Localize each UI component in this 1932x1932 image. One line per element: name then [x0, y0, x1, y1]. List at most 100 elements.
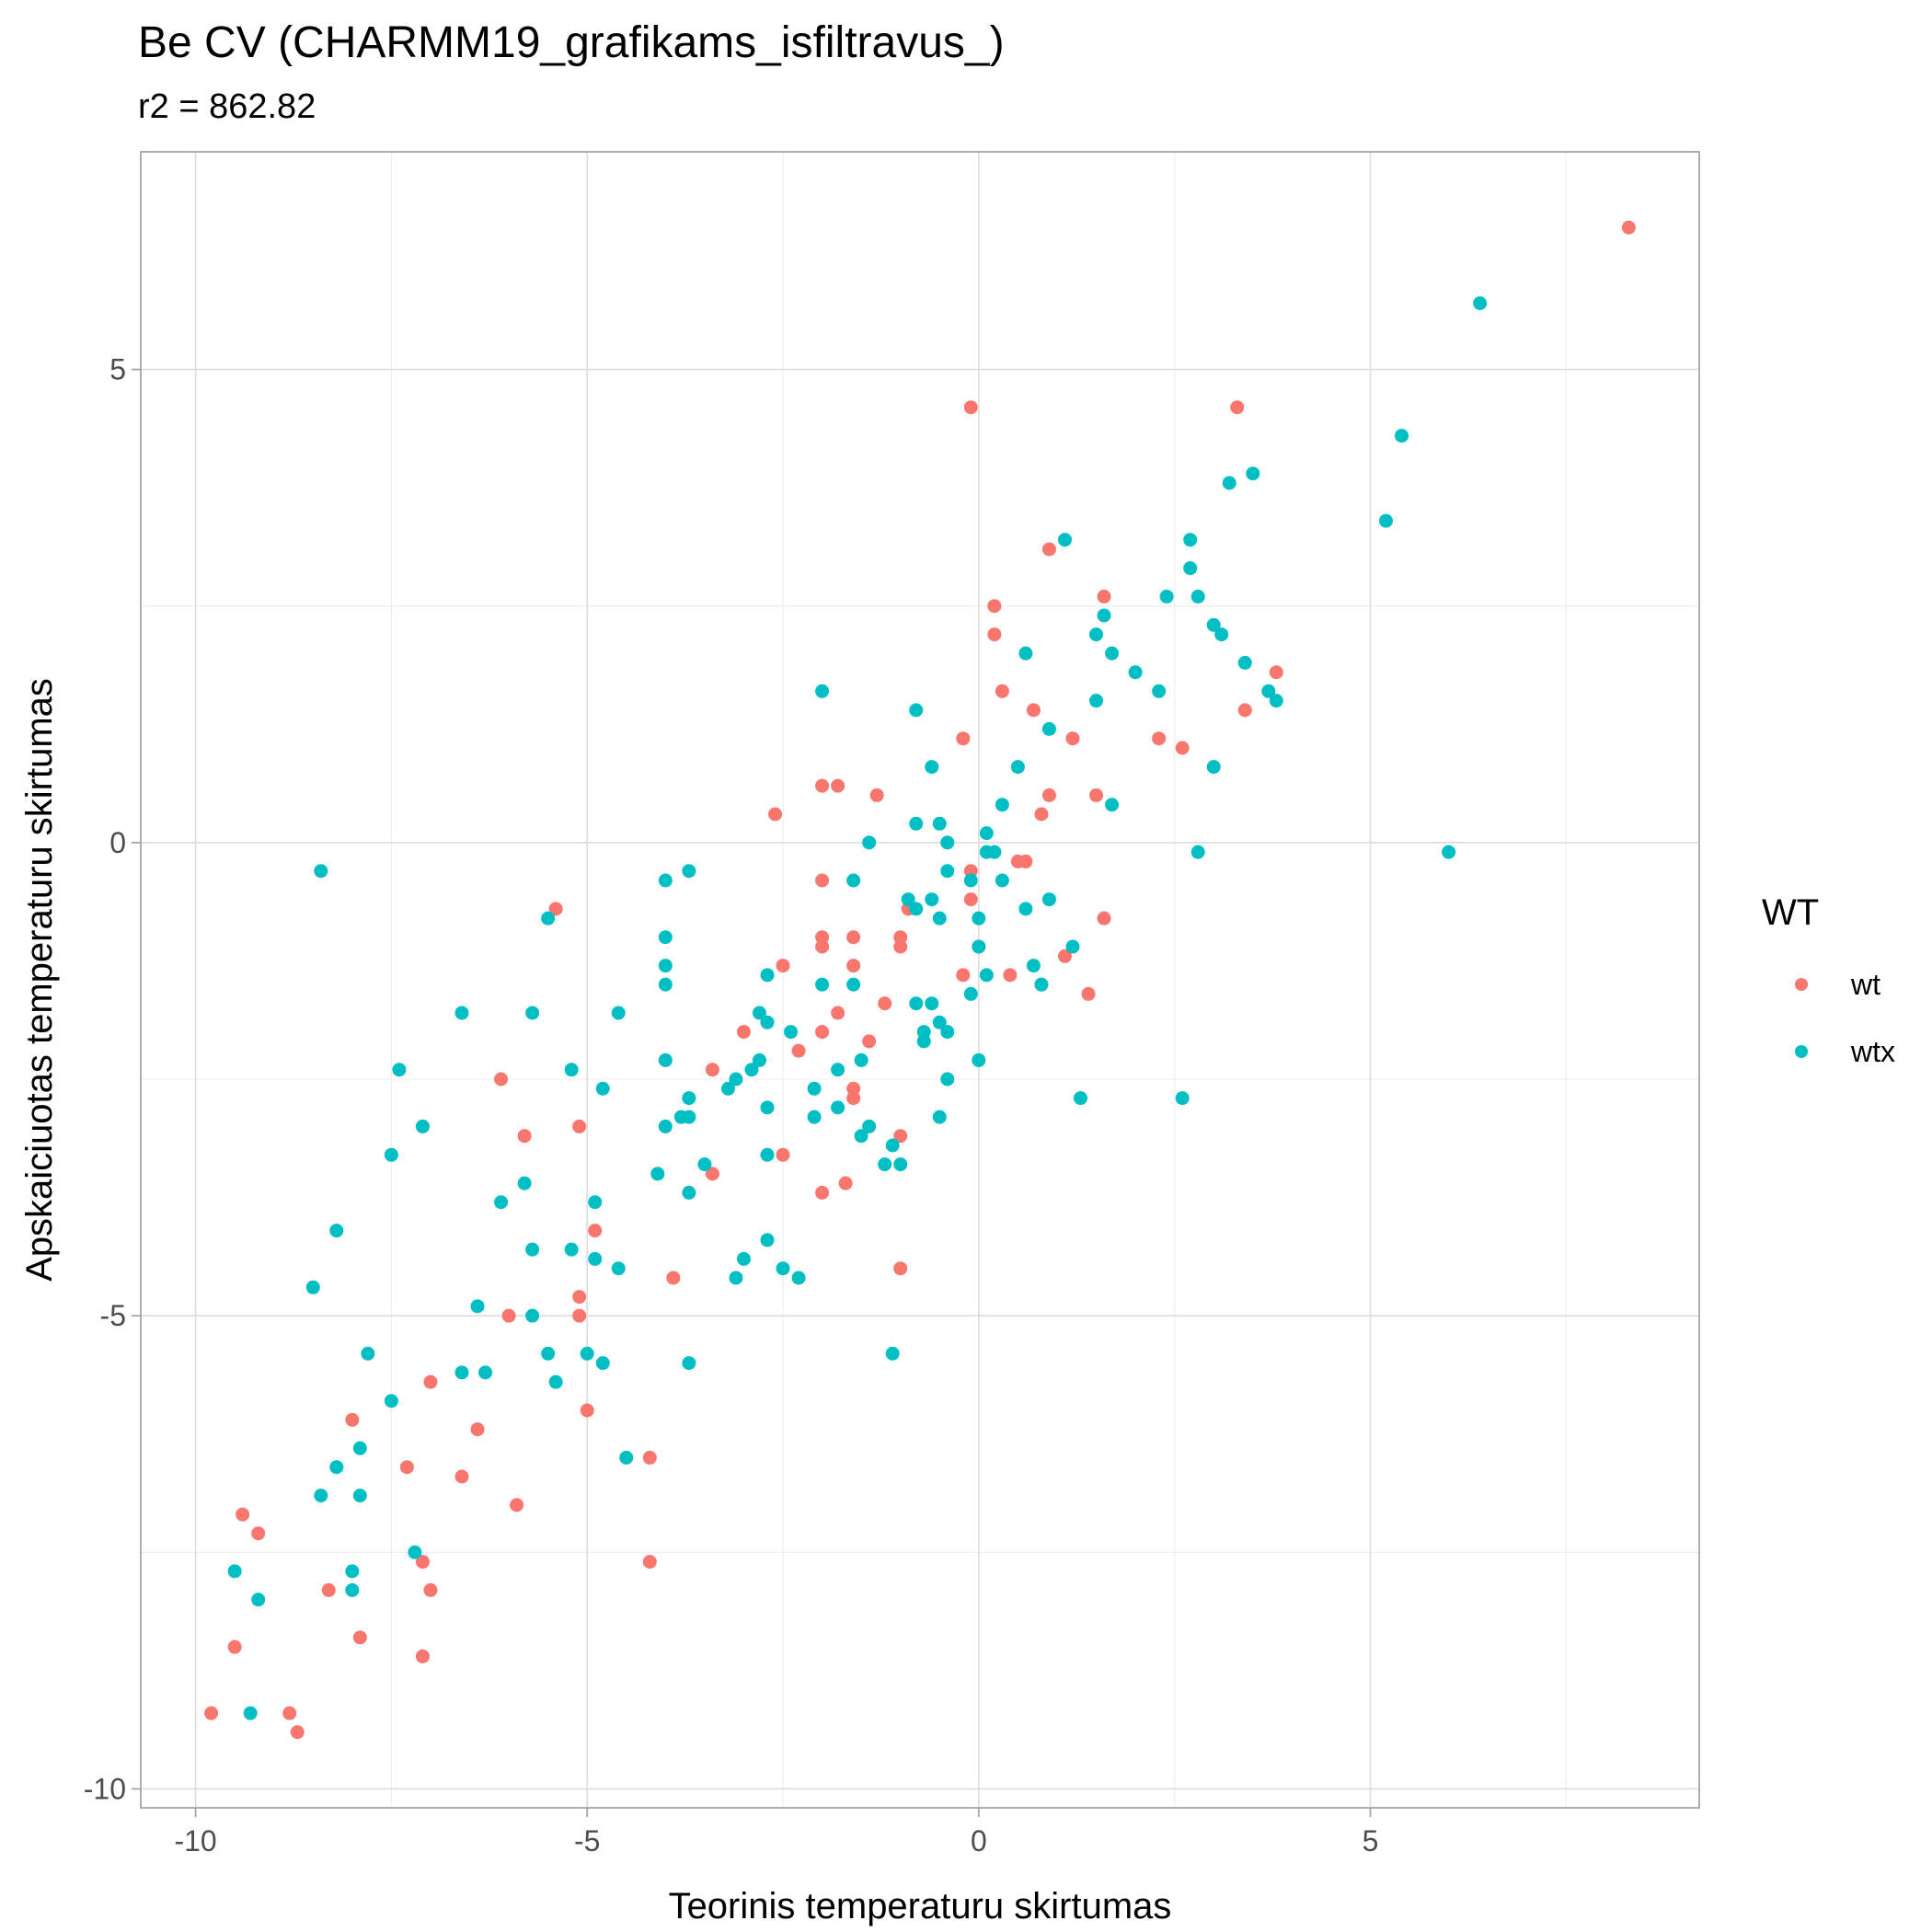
- data-point-wt: [470, 1422, 485, 1437]
- data-point-wtx: [564, 1242, 579, 1257]
- data-point-wt: [282, 1706, 297, 1720]
- data-point-wtx: [564, 1063, 579, 1077]
- data-point-wtx: [1190, 589, 1205, 604]
- data-point-wtx: [815, 977, 830, 992]
- data-point-wt: [1003, 968, 1018, 983]
- data-point-wtx: [611, 1261, 626, 1276]
- data-point-wtx: [720, 1081, 735, 1096]
- legend-label-wt: wt: [1850, 968, 1880, 1001]
- data-point-wtx: [384, 1394, 398, 1409]
- legend-label-wtx: wtx: [1850, 1035, 1895, 1068]
- data-point-wtx: [1269, 694, 1283, 708]
- y-tick-label: 5: [109, 353, 126, 386]
- data-point-wt: [893, 1261, 908, 1276]
- data-point-wt: [776, 959, 790, 973]
- data-point-wtx: [1159, 589, 1174, 604]
- data-point-wt: [846, 930, 861, 945]
- data-point-wtx: [595, 1356, 610, 1371]
- data-point-wtx: [932, 911, 947, 926]
- data-point-wtx: [862, 1119, 877, 1133]
- data-point-wtx: [729, 1271, 743, 1285]
- data-point-wtx: [352, 1441, 367, 1455]
- data-point-wt: [956, 968, 971, 983]
- data-point-wtx: [682, 864, 696, 879]
- data-point-wt: [963, 864, 978, 879]
- data-point-wtx: [525, 1308, 540, 1323]
- data-point-wt: [846, 1081, 861, 1096]
- data-point-wt: [423, 1374, 438, 1389]
- data-point-wtx: [595, 1081, 610, 1096]
- data-point-wtx: [1041, 892, 1056, 907]
- data-point-wt: [893, 1129, 908, 1144]
- data-point-wtx: [243, 1706, 258, 1720]
- chart-title: Be CV (CHARMM19_grafikams_isfiltravus_): [138, 18, 1005, 67]
- data-point-wt: [227, 1639, 242, 1654]
- data-point-wtx: [909, 902, 924, 916]
- data-point-wtx: [760, 968, 775, 983]
- data-point-wtx: [314, 1489, 328, 1503]
- data-point-wt: [321, 1582, 336, 1597]
- data-point-wtx: [227, 1564, 242, 1579]
- data-point-wt: [510, 1498, 524, 1512]
- data-point-wtx: [1206, 617, 1221, 632]
- data-point-wt: [869, 788, 884, 802]
- data-point-wt: [1065, 731, 1080, 746]
- data-point-wtx: [963, 873, 978, 888]
- data-point-wt: [1269, 665, 1283, 680]
- data-point-wt: [642, 1555, 657, 1570]
- data-point-wt: [572, 1119, 587, 1133]
- data-point-wt: [815, 778, 830, 793]
- data-point-wtx: [580, 1346, 594, 1361]
- data-point-wtx: [1183, 533, 1198, 547]
- data-point-wtx: [776, 1261, 790, 1276]
- data-point-wt: [251, 1526, 266, 1541]
- data-point-wtx: [494, 1195, 509, 1210]
- data-point-wtx: [1034, 977, 1049, 992]
- data-point-wt: [1041, 788, 1056, 802]
- data-point-wtx: [1190, 845, 1205, 859]
- data-point-wtx: [878, 1157, 892, 1172]
- data-point-wt: [352, 1630, 367, 1645]
- legend-item-wtx: wtx: [1795, 1035, 1895, 1068]
- data-point-wtx: [862, 835, 877, 850]
- data-point-wtx: [729, 1072, 743, 1087]
- data-point-wtx: [744, 1063, 759, 1077]
- data-point-wt: [494, 1072, 509, 1087]
- data-point-wtx: [588, 1251, 603, 1266]
- data-point-wt: [588, 1224, 603, 1238]
- data-point-wt: [776, 1147, 790, 1162]
- data-point-wt: [642, 1450, 657, 1465]
- data-point-wtx: [525, 1242, 540, 1257]
- data-point-wt: [815, 939, 830, 954]
- data-point-wtx: [791, 1271, 806, 1285]
- data-point-wt: [705, 1063, 719, 1077]
- data-point-wt: [893, 939, 908, 954]
- data-point-wtx: [454, 1365, 469, 1380]
- data-point-wtx: [854, 1129, 868, 1144]
- data-point-wtx: [995, 798, 1009, 812]
- data-point-wtx: [925, 996, 939, 1011]
- data-point-wt: [815, 1025, 830, 1040]
- data-point-wtx: [1128, 665, 1143, 680]
- data-point-wtx: [619, 1450, 634, 1465]
- data-point-wtx: [760, 1147, 775, 1162]
- data-point-wtx: [909, 996, 924, 1011]
- data-point-wtx: [1214, 627, 1229, 642]
- data-point-wtx: [1089, 694, 1104, 708]
- legend-key-wtx: [1795, 1045, 1808, 1058]
- data-point-wt: [1097, 911, 1111, 926]
- data-point-wtx: [392, 1063, 407, 1077]
- data-point-wtx: [1395, 429, 1409, 443]
- data-point-wtx: [916, 1025, 931, 1040]
- data-point-wtx: [932, 1110, 947, 1124]
- data-point-wtx: [329, 1460, 344, 1475]
- data-point-wt: [1621, 220, 1636, 235]
- data-point-wtx: [807, 1110, 822, 1124]
- data-point-wt: [815, 930, 830, 945]
- x-tick-label: -10: [174, 1824, 216, 1857]
- data-point-wt: [831, 1006, 845, 1020]
- data-point-wtx: [885, 1138, 900, 1153]
- data-point-wtx: [752, 1006, 766, 1020]
- data-point-wt: [963, 892, 978, 907]
